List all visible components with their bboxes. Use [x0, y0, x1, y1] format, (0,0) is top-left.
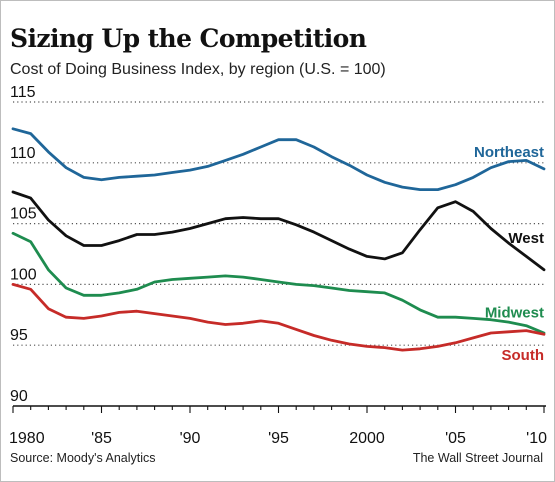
series-line-west: [11, 190, 546, 272]
x-tick-label-2005: '05: [445, 430, 466, 447]
series-label-south: South: [502, 347, 545, 364]
y-tick-label-95: 95: [10, 327, 28, 344]
x-tick-label-1990: '90: [180, 430, 201, 447]
x-tick-label-2000: 2000: [349, 430, 385, 447]
y-tick-label-115: 115: [10, 84, 36, 101]
series-label-midwest: Midwest: [485, 304, 544, 321]
x-tick-label-1980: 1980: [9, 430, 45, 447]
series-label-northeast: Northeast: [474, 144, 544, 161]
chart-title: Sizing Up the Competition: [10, 24, 367, 53]
x-tick-label-1985: '85: [91, 430, 112, 447]
y-tick-label-110: 110: [10, 145, 36, 162]
source-note: Source: Moody's Analytics: [10, 451, 156, 465]
series-label-west: West: [508, 230, 544, 247]
y-tick-label-105: 105: [10, 206, 37, 223]
publication-credit: The Wall Street Journal: [412, 451, 543, 465]
x-tick-label-2010: '10: [526, 430, 547, 447]
chart-subtitle: Cost of Doing Business Index, by region …: [10, 61, 386, 78]
x-tick-label-1995: '95: [268, 430, 289, 447]
series-line-midwest: [11, 231, 546, 335]
y-tick-label-90: 90: [10, 388, 28, 405]
y-tick-label-100: 100: [10, 266, 37, 283]
series-line-northeast: [11, 127, 546, 192]
series-line-south: [11, 282, 546, 352]
